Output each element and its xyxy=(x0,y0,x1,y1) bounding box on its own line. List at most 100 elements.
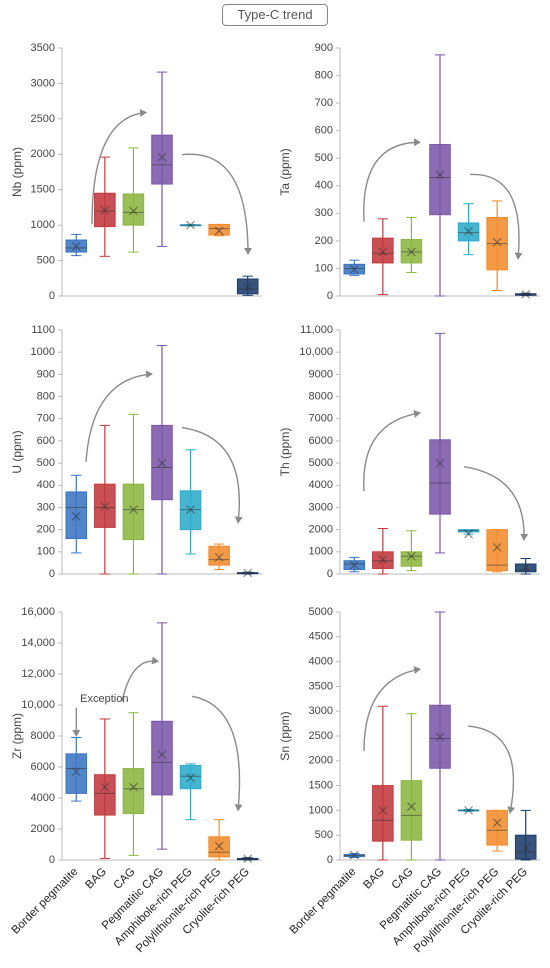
trend-arrow xyxy=(363,666,421,751)
trend-arrow xyxy=(463,465,529,541)
y-tick-label: 4500 xyxy=(309,631,333,643)
mean-marker xyxy=(407,551,416,561)
y-tick-label: 300 xyxy=(37,501,55,513)
y-tick-label: 200 xyxy=(315,235,333,247)
y-tick-label: 600 xyxy=(315,125,333,137)
y-tick-label: 1000 xyxy=(31,219,55,231)
mean-marker xyxy=(243,854,253,864)
y-tick-label: 800 xyxy=(37,390,55,402)
trend-arrow xyxy=(191,695,243,812)
y-tick-label: 500 xyxy=(37,457,55,469)
mean-marker xyxy=(129,782,138,792)
box xyxy=(65,753,88,794)
y-tick-label: 16,000 xyxy=(21,606,55,618)
y-tick-label: 5000 xyxy=(309,457,333,469)
y-tick-label: 2500 xyxy=(309,730,333,742)
chart-title: Type-C trend xyxy=(222,4,328,26)
y-tick-label: 1000 xyxy=(309,804,333,816)
y-tick-label: 1100 xyxy=(31,324,55,336)
y-tick-label: 0 xyxy=(49,290,55,302)
annotation: Exception xyxy=(80,693,128,705)
mean-marker xyxy=(157,750,167,759)
mean-marker xyxy=(243,568,253,578)
y-tick-label: 100 xyxy=(37,546,55,558)
mean-marker xyxy=(349,560,359,570)
trend-arrow xyxy=(91,109,147,225)
mean-marker xyxy=(71,511,81,521)
y-tick-label: 3500 xyxy=(31,42,55,54)
y-tick-label: 400 xyxy=(37,479,55,491)
mean-marker xyxy=(378,555,388,564)
y-tick-label: 100 xyxy=(315,262,333,274)
box xyxy=(372,785,394,842)
y-tick-label: 5000 xyxy=(309,606,333,618)
trend-arrow xyxy=(181,426,243,524)
mean-marker xyxy=(492,818,502,828)
y-tick-label: 14,000 xyxy=(21,637,55,649)
y-tick-label: 7000 xyxy=(309,413,333,425)
y-axis-label: Nb (ppm) xyxy=(10,147,24,197)
y-tick-label: 2000 xyxy=(309,755,333,767)
mean-marker xyxy=(492,237,502,247)
trend-arrow xyxy=(363,409,421,492)
trend-arrow xyxy=(467,725,516,814)
y-tick-label: 4000 xyxy=(309,656,333,668)
y-tick-label: 300 xyxy=(315,207,333,219)
mean-marker xyxy=(435,732,445,742)
box xyxy=(400,780,423,841)
mean-marker xyxy=(186,505,195,515)
mean-marker xyxy=(100,782,110,792)
mean-marker xyxy=(464,806,473,815)
x-tick-label: CAG xyxy=(112,866,138,892)
y-tick-label: 1500 xyxy=(309,780,333,792)
box xyxy=(208,223,230,236)
y-tick-label: 0 xyxy=(327,854,333,866)
trend-arrow xyxy=(363,138,421,222)
box xyxy=(151,720,173,796)
mean-marker xyxy=(464,226,473,236)
y-tick-label: 0 xyxy=(327,290,333,302)
mean-marker xyxy=(349,850,359,860)
y-tick-label: 500 xyxy=(315,829,333,841)
mean-marker xyxy=(186,220,195,230)
mean-marker xyxy=(492,542,502,552)
box xyxy=(65,491,88,540)
mean-marker xyxy=(129,505,138,515)
y-tick-label: 400 xyxy=(315,180,333,192)
y-tick-label: 1000 xyxy=(31,346,55,358)
y-tick-label: 6000 xyxy=(309,435,333,447)
box xyxy=(236,278,259,295)
mean-marker xyxy=(157,458,167,468)
y-tick-label: 4000 xyxy=(31,792,55,804)
y-tick-label: 3000 xyxy=(309,501,333,513)
y-tick-label: 2000 xyxy=(31,148,55,160)
x-tick-label: Border pegmatite xyxy=(10,866,81,937)
y-tick-label: 11,000 xyxy=(300,324,333,336)
mean-marker xyxy=(407,247,416,257)
mean-marker xyxy=(129,206,138,216)
y-axis-label: Ta (ppm) xyxy=(278,148,292,195)
x-tick-label: BAG xyxy=(83,866,109,892)
y-tick-label: 3000 xyxy=(309,705,333,717)
x-tick-label: Border pegmatite xyxy=(288,866,359,937)
y-tick-label: 900 xyxy=(37,368,55,380)
box xyxy=(429,439,451,515)
y-tick-label: 2500 xyxy=(31,113,55,125)
mean-marker xyxy=(378,247,388,257)
mean-marker xyxy=(464,529,473,539)
mean-marker xyxy=(214,226,224,236)
mean-marker xyxy=(435,458,445,468)
mean-marker xyxy=(71,767,81,777)
y-tick-label: 3000 xyxy=(31,77,55,89)
mean-marker xyxy=(243,283,253,292)
y-tick-label: 10,000 xyxy=(299,346,333,358)
box xyxy=(372,237,394,264)
y-tick-label: 0 xyxy=(49,568,55,580)
box xyxy=(122,193,145,226)
mean-marker xyxy=(521,289,531,299)
box xyxy=(122,768,145,814)
x-tick-label: BAG xyxy=(361,866,387,892)
y-tick-label: 200 xyxy=(37,524,55,536)
